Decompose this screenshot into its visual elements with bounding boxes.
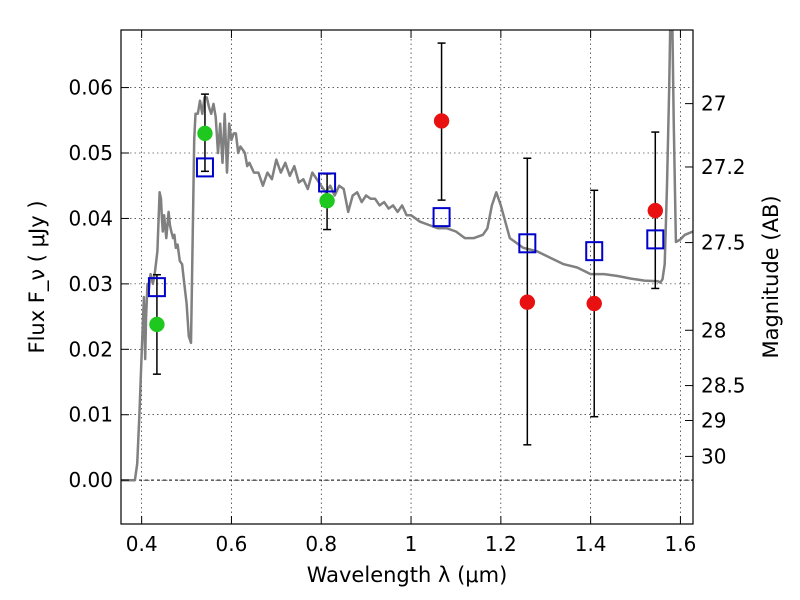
y2-tick-label: 28.5	[701, 374, 746, 398]
y2-tick-label: 27	[701, 92, 726, 116]
x-tick-label: 1.4	[575, 532, 607, 556]
y2-tick-label: 27.2	[701, 155, 746, 179]
x-tick-label: 0.6	[216, 532, 248, 556]
observed-flux-marker	[149, 316, 165, 333]
model-photometry-marker	[195, 157, 214, 178]
model-spectrum-line	[121, 30, 693, 482]
x-tick-label: 1	[405, 532, 418, 556]
plot-area	[121, 30, 693, 524]
model-photometry-marker	[646, 229, 665, 250]
y2-tick-label: 30	[701, 444, 726, 468]
grid-lines	[121, 30, 693, 524]
y-tick-label: 0.03	[68, 272, 113, 296]
observed-flux-marker	[433, 113, 450, 129]
y2-tick-label: 29	[701, 408, 726, 432]
observed-flux-marker	[197, 125, 213, 142]
y-axis-title: Flux F_ν ( μJy )	[25, 200, 50, 353]
y-tick-label: 0.00	[68, 468, 113, 492]
x-tick-label: 0.8	[305, 532, 337, 556]
x-axis-title: Wavelength λ (μm)	[307, 563, 508, 587]
model-photometry-marker	[318, 172, 337, 193]
y2-tick-label: 27.5	[701, 231, 746, 255]
x-axis: 0.4 0.6 0.8 1 1.2 1.4 1.6	[126, 30, 697, 556]
model-spectrum-layer	[121, 30, 693, 482]
model-photometry-marker	[585, 241, 604, 262]
y-axis-left: 0.00 0.01 0.02 0.03 0.04 0.05 0.06	[68, 76, 129, 492]
x-tick-label: 1.2	[485, 532, 517, 556]
y-tick-label: 0.06	[68, 76, 113, 100]
x-tick-label: 1.6	[665, 532, 697, 556]
y-axis-right: 27 27.2 27.5 28 28.5 29 30	[685, 92, 746, 468]
y-axis-right-title: Magnitude (AB)	[759, 195, 783, 358]
marker-layer	[147, 113, 665, 333]
y2-tick-label: 28	[701, 318, 726, 342]
model-photometry-marker	[432, 207, 451, 228]
observed-flux-marker	[586, 295, 602, 312]
y-tick-label: 0.02	[68, 337, 113, 361]
y-tick-label: 0.04	[68, 206, 113, 230]
y-tick-label: 0.01	[68, 403, 113, 427]
observed-flux-marker	[319, 193, 335, 209]
model-photometry-marker	[147, 277, 166, 298]
x-tick-label: 0.4	[126, 532, 158, 556]
y-tick-label: 0.05	[68, 141, 113, 165]
observed-flux-marker	[519, 294, 536, 310]
plot-frame	[120, 29, 694, 525]
model-photometry-marker	[518, 233, 537, 254]
observed-flux-marker	[647, 202, 664, 219]
